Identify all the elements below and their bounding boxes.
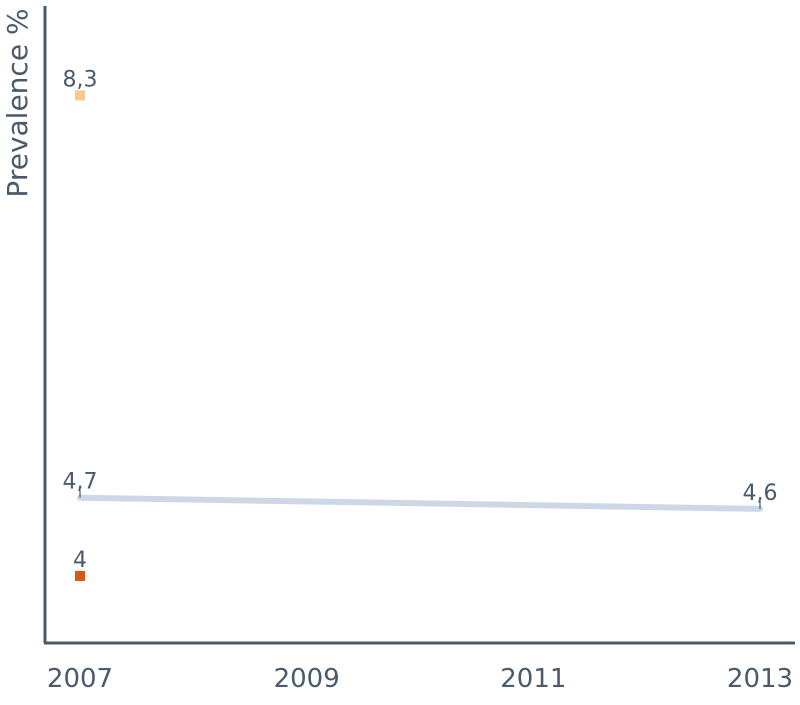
x-ticks: 2007 2009 2011 2013 [47, 664, 793, 694]
data-label-2-0: 4 [73, 548, 87, 573]
data-label-1-0: 4,7 [63, 470, 98, 495]
data-label-0-0: 8,3 [63, 67, 98, 92]
data-label-1-1: 4,6 [743, 481, 778, 506]
series-1: 4,7 4,6 [63, 470, 778, 512]
series-group: 8,3 4,7 4,6 4 [63, 67, 778, 581]
series-0: 8,3 [63, 67, 98, 101]
x-tick-label-2013: 2013 [727, 664, 793, 694]
y-axis-title: Prevalence % [1, 8, 34, 197]
x-tick-label-2011: 2011 [500, 664, 566, 694]
series-2: 4 [73, 548, 87, 581]
series-line-1 [77, 494, 763, 512]
axes: Prevalence % [1, 6, 795, 645]
data-point-0-0 [75, 90, 85, 101]
data-point-2-0 [75, 570, 85, 581]
x-tick-label-2007: 2007 [47, 664, 113, 694]
x-tick-label-2009: 2009 [274, 664, 340, 694]
